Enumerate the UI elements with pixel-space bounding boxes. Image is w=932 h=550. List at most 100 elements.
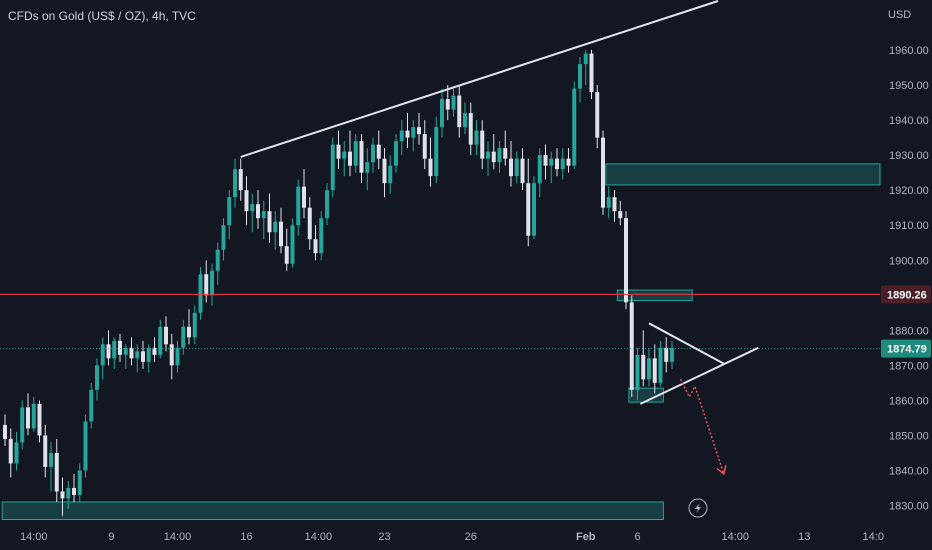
candle — [284, 228, 289, 271]
candle — [77, 463, 82, 502]
candle — [480, 120, 485, 170]
candles-layer[interactable] — [3, 50, 674, 516]
demand-zone-bottom — [1, 501, 664, 520]
candle-body — [405, 130, 410, 138]
candle — [664, 337, 669, 373]
candle — [445, 85, 450, 121]
candle — [215, 242, 220, 285]
candle-body — [612, 197, 617, 212]
candle-body — [601, 137, 605, 208]
candle — [578, 57, 582, 103]
upper-trendline — [240, 0, 719, 158]
candle-body — [526, 183, 531, 236]
candle — [670, 340, 674, 369]
candle — [376, 130, 381, 170]
candle-body — [238, 169, 243, 191]
candle-body — [376, 144, 381, 159]
candle-body — [658, 347, 663, 383]
price-axis[interactable]: USD 1830.00 1840.00 1850.00 1860.00 1870.00 1… — [888, 9, 929, 512]
projection-arrowhead — [716, 465, 727, 476]
candle — [624, 211, 628, 310]
candle — [526, 158, 531, 247]
candle-body — [382, 158, 387, 184]
candle-body — [468, 113, 473, 145]
candle — [629, 295, 634, 397]
candle — [129, 337, 134, 366]
candle — [417, 113, 421, 145]
candle-body — [169, 344, 174, 366]
candle-body — [595, 92, 600, 138]
candle-body — [284, 246, 289, 264]
candle — [26, 393, 30, 436]
candle — [238, 158, 243, 201]
candle-body — [388, 165, 393, 184]
candle — [204, 260, 209, 303]
candle — [514, 151, 519, 184]
replay-icon[interactable] — [688, 498, 708, 518]
candle-body — [566, 158, 571, 166]
candle — [106, 330, 111, 366]
candle-body — [31, 403, 36, 429]
candle — [589, 50, 594, 100]
candle-body — [221, 225, 226, 250]
candle — [313, 225, 318, 261]
candle-body — [204, 274, 209, 296]
supply-zone-mid — [616, 289, 693, 302]
candle — [394, 134, 398, 173]
candle — [342, 141, 347, 177]
y-tick-label: 1880.00 — [889, 325, 929, 337]
candle-body — [417, 127, 421, 135]
candle-body — [411, 127, 416, 138]
triangle-lower — [639, 346, 759, 405]
candle-body — [123, 347, 128, 355]
x-tick-label: 14:00 — [164, 531, 192, 543]
time-axis[interactable]: 14:00 9 14:00 16 14:00 23 26 Feb 6 14:00 13 14:0 — [20, 531, 884, 543]
candle — [635, 347, 640, 401]
candle — [273, 211, 278, 250]
candle — [336, 130, 341, 170]
candle-body — [26, 407, 30, 429]
lines-layer[interactable] — [0, 0, 880, 476]
y-tick-label: 1860.00 — [889, 395, 929, 407]
candle-body — [77, 470, 82, 495]
candle-body — [215, 249, 220, 271]
candle — [3, 414, 7, 446]
candle-body — [261, 211, 266, 219]
candle — [560, 148, 565, 180]
candle — [463, 102, 467, 135]
candle — [365, 148, 370, 191]
candle-body — [532, 183, 536, 236]
x-tick-label: 9 — [108, 531, 114, 543]
y-tick-label: 1920.00 — [889, 185, 929, 197]
candle — [227, 190, 232, 240]
candle-body — [440, 99, 444, 128]
y-tick-label: 1950.00 — [889, 80, 929, 92]
candle — [83, 414, 88, 478]
candle-body — [313, 239, 318, 254]
candle-body — [486, 151, 490, 159]
candle-body — [336, 144, 341, 159]
candle-body — [399, 130, 404, 142]
candle-body — [589, 53, 594, 93]
candle-body — [353, 141, 358, 166]
y-tick-label: 1870.00 — [889, 360, 929, 372]
candle — [606, 186, 611, 219]
candle-body — [187, 326, 191, 338]
candle — [72, 473, 76, 502]
candle-body — [606, 197, 611, 208]
y-tick-label: 1830.00 — [889, 500, 929, 512]
candle — [95, 358, 99, 401]
candle — [359, 134, 364, 184]
candle — [118, 333, 122, 362]
candle — [141, 340, 145, 369]
candle — [497, 141, 502, 173]
x-tick-label: 14:0 — [863, 531, 884, 543]
candle — [112, 337, 117, 369]
candle — [66, 480, 71, 509]
candle-body — [95, 365, 99, 390]
candle-body — [514, 158, 519, 177]
candle — [583, 50, 588, 86]
candle — [595, 85, 600, 149]
